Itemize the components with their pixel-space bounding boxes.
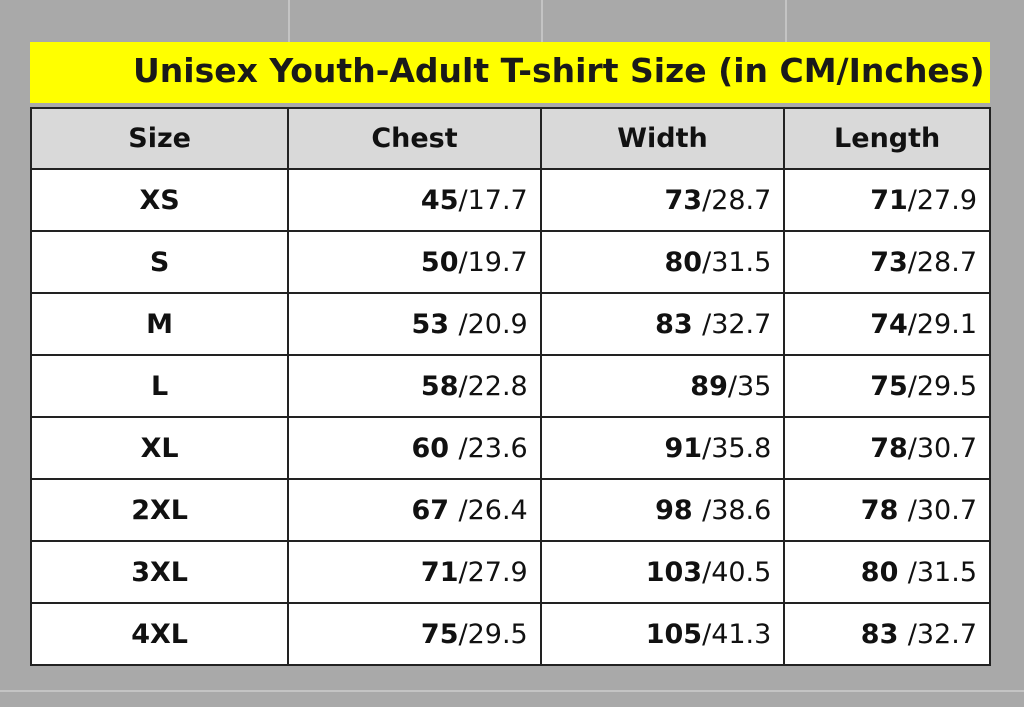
measure-cell: 78 /30.7 (783, 478, 991, 542)
header-cell: Chest (287, 107, 542, 170)
measure-cell: 71/27.9 (783, 168, 991, 232)
title: Unisex Youth-Adult T-shirt Size (in CM/I… (133, 51, 985, 90)
table-body: XS 45/17.7 73/28.7 71/27.9 S 50/19.7 80/31.5 73… (29, 168, 991, 666)
measure-cell: 53 /20.9 (287, 292, 542, 356)
measure-cell: 74/29.1 (783, 292, 991, 356)
measure-cell: 45/17.7 (287, 168, 542, 232)
header-cell: Size (29, 107, 290, 170)
header-cell: Width (539, 107, 786, 170)
size-cell: 2XL (29, 478, 290, 542)
size-cell: XL (29, 416, 290, 480)
measure-cell: 75/29.5 (783, 354, 991, 418)
measure-cell: 91/35.8 (539, 416, 786, 480)
table-row: S 50/19.7 80/31.5 73/28.7 (29, 230, 991, 294)
size-cell: S (29, 230, 290, 294)
measure-cell: 73/28.7 (539, 168, 786, 232)
measure-cell: 80/31.5 (539, 230, 786, 294)
measure-cell: 73/28.7 (783, 230, 991, 294)
table-row: 3XL 71/27.9 103/40.5 80 /31.5 (29, 540, 991, 604)
table-row: L 58/22.8 89/35 75/29.5 (29, 354, 991, 418)
sheet-gridline (541, 0, 543, 42)
title-bar: Unisex Youth-Adult T-shirt Size (in CM/I… (30, 42, 990, 103)
sheet-gridline (0, 690, 1024, 692)
measure-cell: 50/19.7 (287, 230, 542, 294)
size-cell: 4XL (29, 602, 290, 666)
measure-cell: 58/22.8 (287, 354, 542, 418)
header-cell: Length (783, 107, 991, 170)
sheet-gridline (288, 0, 290, 42)
measure-cell: 89/35 (539, 354, 786, 418)
table-row: 4XL 75/29.5 105/41.3 83 /32.7 (29, 602, 991, 666)
size-table: Size Chest Width Length XS 45/17.7 73/28.7 71/… (29, 107, 991, 666)
size-cell: M (29, 292, 290, 356)
table-row: 2XL 67 /26.4 98 /38.6 78 /30.7 (29, 478, 991, 542)
measure-cell: 80 /31.5 (783, 540, 991, 604)
measure-cell: 105/41.3 (539, 602, 786, 666)
measure-cell: 75/29.5 (287, 602, 542, 666)
measure-cell: 98 /38.6 (539, 478, 786, 542)
table-row: M 53 /20.9 83 /32.7 74/29.1 (29, 292, 991, 356)
measure-cell: 83 /32.7 (539, 292, 786, 356)
sheet-gridline (785, 0, 787, 42)
measure-cell: 67 /26.4 (287, 478, 542, 542)
size-cell: 3XL (29, 540, 290, 604)
table-row: XS 45/17.7 73/28.7 71/27.9 (29, 168, 991, 232)
measure-cell: 78/30.7 (783, 416, 991, 480)
size-cell: XS (29, 168, 290, 232)
measure-cell: 103/40.5 (539, 540, 786, 604)
header-row: Size Chest Width Length (29, 107, 991, 170)
measure-cell: 71/27.9 (287, 540, 542, 604)
table-row: XL 60 /23.6 91/35.8 78/30.7 (29, 416, 991, 480)
size-cell: L (29, 354, 290, 418)
measure-cell: 60 /23.6 (287, 416, 542, 480)
measure-cell: 83 /32.7 (783, 602, 991, 666)
